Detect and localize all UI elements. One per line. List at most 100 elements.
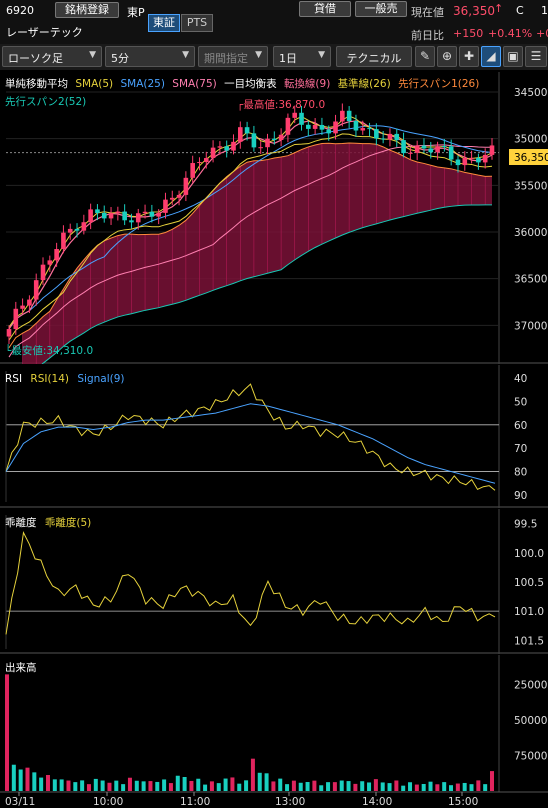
low-price-text: 最安値:34,310.0 [11,344,93,357]
candle-body [54,249,59,261]
candle-body [163,199,168,213]
volume-bar [271,781,276,791]
technical-button[interactable]: テクニカル [336,46,412,67]
volume-bar [175,775,180,791]
stack-icon[interactable]: ☰ [525,46,547,67]
tab-pts[interactable]: PTS [181,14,213,32]
volume-bar [162,779,167,791]
candle-body [142,211,148,214]
volume-bar [414,784,419,791]
period-select[interactable]: 期間指定 ▼ [198,46,268,67]
time-tick-label: 03/11 [5,796,35,808]
candle-body [401,140,406,154]
volume-bar [455,783,460,791]
interval-value: 5分 [111,52,129,65]
tab-tosho[interactable]: 東証 [148,14,180,32]
volume-bar [373,779,378,791]
volume-bar [59,779,64,791]
chevron-down-icon: ▼ [255,50,262,60]
general-sell-button[interactable]: 一般売 [355,1,407,17]
pencil-icon[interactable]: ✎ [415,46,435,67]
volume-bar [278,778,283,791]
volume-bar [18,769,23,791]
candle-body [482,154,488,163]
volume-bar [367,782,372,791]
candle-body [312,124,318,129]
price-extra: 1 [541,4,548,17]
volume-bar [141,781,146,791]
volume-y-tick: 750000 [514,750,548,762]
volume-bar [380,782,385,791]
candle-body [360,128,366,131]
candle-body [95,209,100,213]
lending-button[interactable]: 貸借 [299,1,351,17]
zoom-icon[interactable]: ⊕ [437,46,457,67]
candle-body [27,299,32,306]
candle-body [224,146,229,151]
legend-sma5: SMA(5) [75,78,113,90]
watchlist-button[interactable]: 銘柄登録 [55,2,119,18]
candle-body [299,112,304,125]
volume-legend: 出来高 [5,661,37,674]
volume-bar [196,778,201,791]
legend-deviation-title: 乖離度 [5,516,37,529]
volume-bar [428,781,433,791]
candle-body [421,145,427,149]
low-marker-icon: └ [5,344,12,357]
rsi-chart[interactable]: 90 80 70 60 50 40 RSI RSI(14) Signal(9) [0,365,548,508]
span-select[interactable]: 1日 ▼ [273,46,331,67]
save-icon[interactable]: ▣ [503,46,523,67]
sma75-line [8,144,493,358]
time-tick-label: 11:00 [180,796,210,808]
volume-bar [230,777,235,791]
high-price-label: ┌最高値:36,870.0 [237,98,325,111]
candle-body [81,222,87,231]
senkou2-line [41,204,493,364]
volume-bar [66,780,71,791]
candle-body [387,133,393,140]
header-bar: 6920 銘柄登録 東P レーザーテック 東証 PTS 貸借 一般売 現在値 3… [0,0,548,44]
tenkan-line [8,120,493,330]
crosshair-icon[interactable]: ✚ [459,46,479,67]
candle-body [115,211,121,214]
volume-bar [148,781,153,791]
legend-kijun: 基準線(26) [338,77,391,90]
interval-select[interactable]: 5分 ▼ [105,46,195,67]
volume-bar [257,772,262,791]
candle-body [156,212,161,217]
candle-body [408,152,413,154]
price-up-arrow-icon: ↑ [494,2,504,15]
legend-tenkan: 転換線(9) [284,77,330,90]
volume-bar [360,781,365,791]
candle-body [448,146,454,160]
candle-body [197,162,202,164]
chart-type-select[interactable]: ローソク足 ▼ [2,46,102,67]
market-label: 東P [127,6,145,19]
candle-body [340,110,345,122]
legend-ichimoku-group: 一目均衡表 [224,77,277,90]
legend-senkou1: 先行スパン1(26) [398,77,479,90]
volume-bar [408,782,413,791]
deviation-chart[interactable]: 101.5 101.0 100.5 100.0 99.5 乖離度 乖離度(5) [0,509,548,654]
candle-body [258,147,264,149]
volume-bar [442,782,447,791]
volume-bar [182,777,187,791]
volume-bar [244,780,249,791]
volume-bar [483,784,488,791]
volume-bar [216,783,221,791]
volume-bar [326,782,331,791]
volume-bar [134,780,139,791]
candle-body [489,145,495,155]
area-chart-icon[interactable]: ◢ [481,46,501,67]
chevron-down-icon: ▼ [318,50,325,60]
candle-body [210,147,216,159]
candle-body [353,120,359,131]
candlesticks [6,103,495,344]
price-value: 36,350 [453,4,495,18]
chart-toolbar: ローソク足 ▼ 5分 ▼ 期間指定 ▼ 1日 ▼ テクニカル ✎ ⊕ ✚ ◢ ▣… [0,44,548,70]
deviation-grid [5,515,499,649]
volume-bar [449,785,454,791]
volume-bar [168,783,173,791]
